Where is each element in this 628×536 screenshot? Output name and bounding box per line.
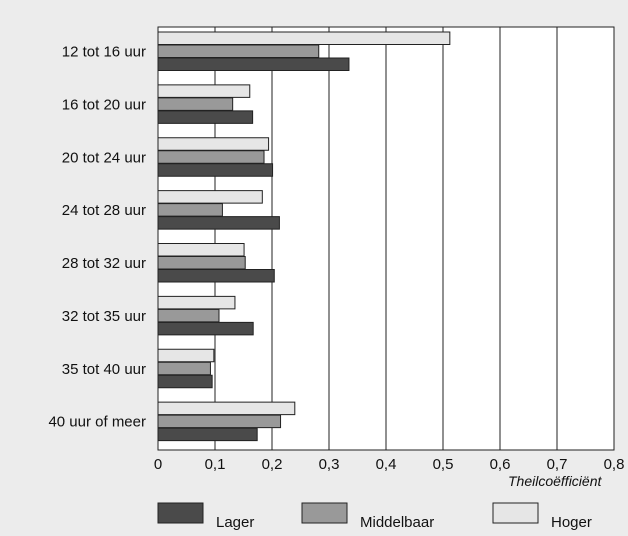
legend-swatch-lager <box>157 502 204 524</box>
legend: Lager Middelbaar Hoger <box>157 502 592 531</box>
category-label: 12 tot 16 uur <box>62 44 146 61</box>
legend-swatch-middelbaar <box>301 502 348 524</box>
x-tick-label: 0,1 <box>205 456 226 473</box>
bar-lager <box>157 216 280 230</box>
bar-hoger <box>157 348 215 363</box>
x-tick-label: 0,3 <box>319 456 340 473</box>
x-tick-label: 0,7 <box>547 456 568 473</box>
legend-label-lager: Lager <box>216 514 254 531</box>
bar-hoger <box>157 243 245 257</box>
category-label: 20 tot 24 uur <box>62 149 146 166</box>
category-label: 35 tot 40 uur <box>62 361 146 378</box>
x-axis-title: Theilcoëfficiënt <box>508 473 602 489</box>
bar-hoger <box>157 137 270 151</box>
category-label: 24 tot 28 uur <box>62 202 146 219</box>
bar-lager <box>157 321 254 336</box>
bar-middelbaar <box>157 256 246 270</box>
x-tick-label: 0 <box>154 456 162 473</box>
legend-label-middelbaar: Middelbaar <box>360 514 434 531</box>
bars <box>157 31 451 442</box>
bar-lager <box>157 374 213 389</box>
bar-lager <box>157 163 274 177</box>
bar-hoger <box>157 190 263 204</box>
bar-lager <box>157 269 275 283</box>
x-tick-label: 0,4 <box>376 456 397 473</box>
bar-hoger <box>157 84 251 98</box>
bar-hoger <box>157 31 451 45</box>
bar-hoger <box>157 401 296 416</box>
category-label: 32 tot 35 uur <box>62 308 146 325</box>
legend-swatch-hoger <box>492 502 539 524</box>
legend-label-hoger: Hoger <box>551 514 592 531</box>
category-label: 16 tot 20 uur <box>62 96 146 113</box>
bar-middelbaar <box>157 414 282 429</box>
bar-middelbaar <box>157 361 211 376</box>
category-labels: 12 tot 16 uur 16 tot 20 uur 20 tot 24 uur 2… <box>48 44 146 431</box>
bar-lager <box>157 57 350 71</box>
bar-hoger <box>157 295 236 310</box>
x-tick-label: 0,6 <box>490 456 511 473</box>
bar-middelbaar <box>157 44 320 58</box>
x-tick-label: 0,8 <box>604 456 625 473</box>
bar-middelbaar <box>157 308 220 323</box>
x-tick-labels: 0 0,1 0,2 0,3 0,4 0,5 0,6 0,7 0,8 <box>154 456 625 473</box>
bar-middelbaar <box>157 150 265 164</box>
bar-middelbaar <box>157 203 223 217</box>
bar-middelbaar <box>157 97 234 111</box>
bar-lager <box>157 110 254 124</box>
category-label: 40 uur of meer <box>48 414 146 431</box>
bar-lager <box>157 427 258 442</box>
x-tick-label: 0,2 <box>262 456 283 473</box>
category-label: 28 tot 32 uur <box>62 255 146 272</box>
x-tick-label: 0,5 <box>433 456 454 473</box>
